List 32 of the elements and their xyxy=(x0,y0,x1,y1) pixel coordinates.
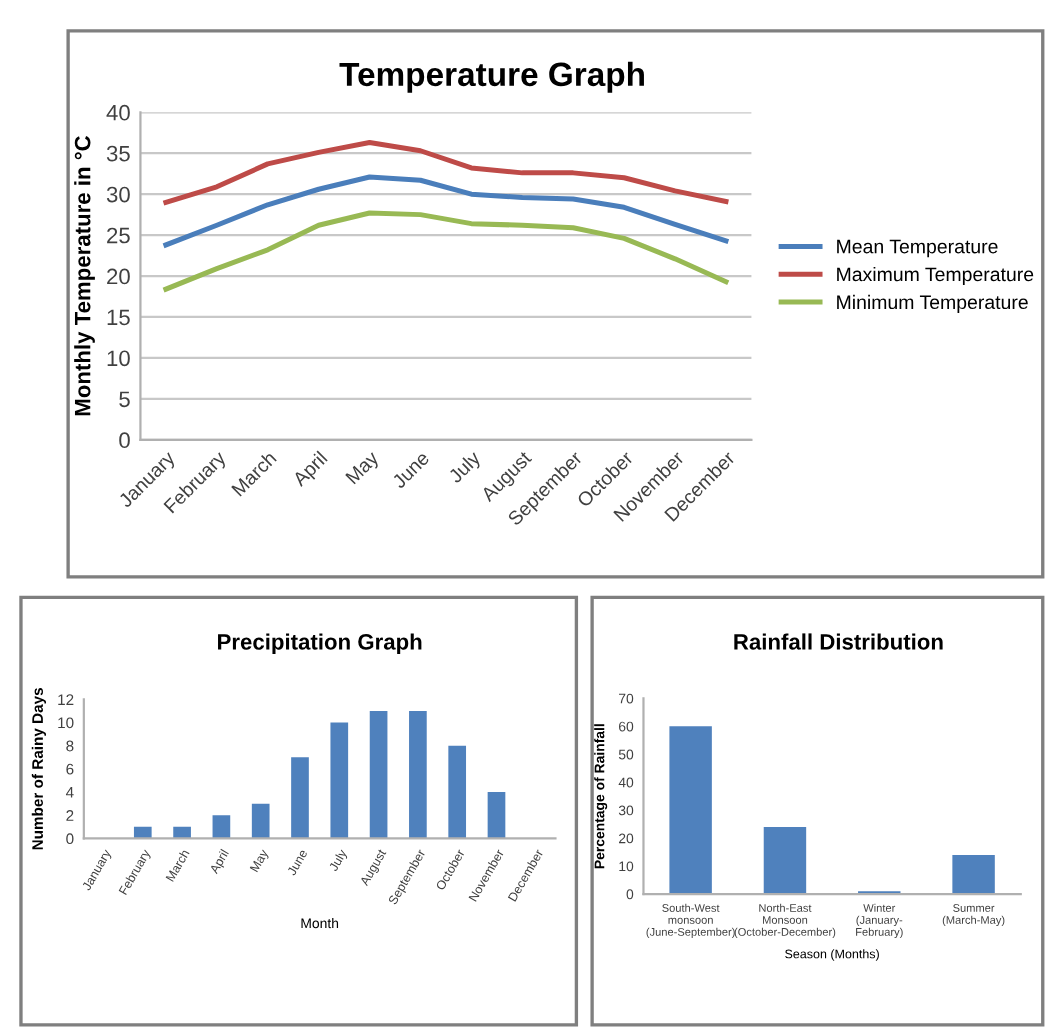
y-tick-label: 40 xyxy=(106,104,130,121)
y-tick-label: 20 xyxy=(107,268,130,285)
bar xyxy=(448,745,467,839)
bar xyxy=(487,792,506,839)
line-series xyxy=(163,174,729,248)
bar xyxy=(369,710,388,839)
chart-title: Precipitation Graph xyxy=(218,633,422,655)
bar xyxy=(212,815,231,839)
bar xyxy=(251,803,270,839)
bar xyxy=(669,726,712,895)
bar xyxy=(952,854,995,895)
bar xyxy=(763,826,807,895)
line-series xyxy=(163,140,729,205)
chart-title: Temperature Graph xyxy=(339,61,644,93)
y-tick-label: 35 xyxy=(106,145,130,162)
x-tick-label: May xyxy=(345,450,383,488)
y-axis-title: Monthly Temperature in °C xyxy=(74,135,95,416)
y-tick-label: 10 xyxy=(107,350,130,367)
legend-label: Maximum Temperature xyxy=(837,266,1034,286)
y-tick-label: 0 xyxy=(119,432,130,449)
x-tick-label: July xyxy=(447,449,485,487)
line-series xyxy=(163,210,729,292)
y-tick-label: 5 xyxy=(119,391,130,408)
y-tick-label: 30 xyxy=(106,186,130,203)
chart-title: Rainfall Distribution xyxy=(734,633,943,650)
bar xyxy=(291,757,309,839)
y-tick-label: 15 xyxy=(107,309,130,326)
bar xyxy=(330,722,349,839)
legend-label: Minimum Temperature xyxy=(837,294,1028,313)
legend-label: Mean Temperature xyxy=(837,239,998,258)
y-tick-label: 25 xyxy=(107,227,130,244)
bar xyxy=(409,710,427,839)
